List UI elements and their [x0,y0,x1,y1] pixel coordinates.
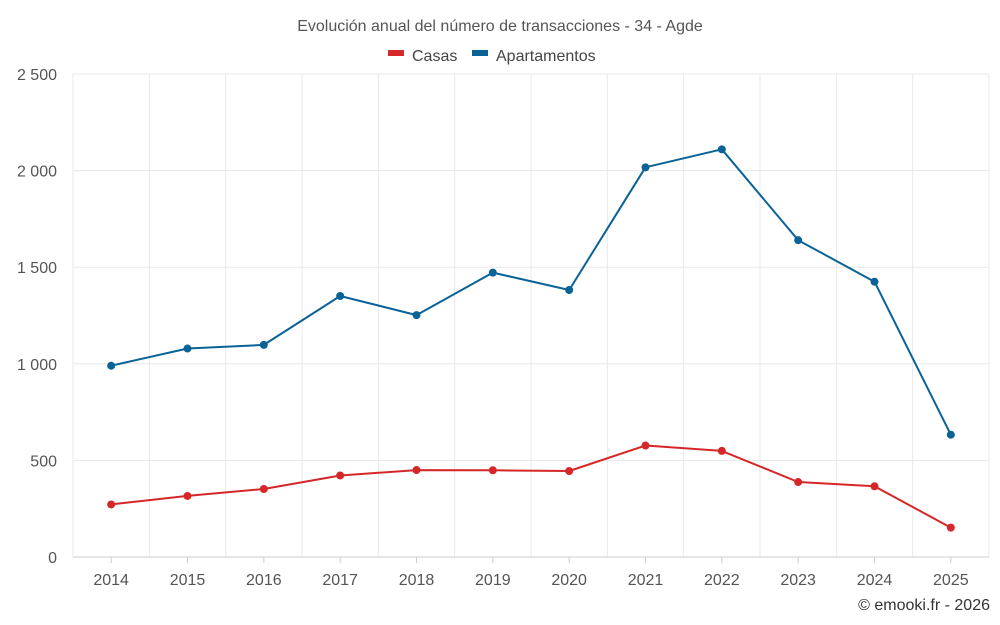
x-tick-label: 2018 [399,572,435,589]
data-point-casas[interactable] [565,467,574,476]
data-point-apartamentos[interactable] [336,291,345,300]
data-point-apartamentos[interactable] [870,277,879,286]
data-point-apartamentos[interactable] [107,361,116,370]
data-point-casas[interactable] [870,482,879,491]
x-tick-label: 2014 [93,572,129,589]
legend-swatch-casas [388,50,404,56]
data-point-apartamentos[interactable] [412,311,421,320]
legend-swatch-apartamentos [472,50,488,56]
data-point-apartamentos[interactable] [259,340,268,349]
data-point-casas[interactable] [794,478,803,487]
y-tick-label: 2 000 [17,164,57,181]
data-point-apartamentos[interactable] [946,430,955,439]
data-point-apartamentos[interactable] [794,236,803,245]
data-point-casas[interactable] [946,523,955,532]
credit-text: © emooki.fr - 2026 [858,597,990,614]
axes: 0 500 1 000 1 500 2 000 2 500 2014 2015 2016 2017… [17,67,989,589]
y-tick-label: 2 500 [17,67,57,84]
legend-label-casas[interactable]: Casas [412,48,457,65]
y-tick-label: 1 000 [17,357,57,374]
x-tick-label: 2020 [551,572,587,589]
data-point-casas[interactable] [488,466,497,475]
data-point-apartamentos[interactable] [641,163,650,172]
x-tick-label: 2016 [246,572,282,589]
legend-label-apartamentos[interactable]: Apartamentos [496,48,596,65]
series [107,145,955,532]
data-point-casas[interactable] [412,466,421,475]
x-tick-label: 2015 [170,572,206,589]
x-tick-label: 2023 [780,572,816,589]
legend[interactable]: Casas Apartamentos [388,48,596,65]
data-point-casas[interactable] [107,500,116,509]
data-point-casas[interactable] [259,484,268,493]
x-tick-label: 2021 [628,572,664,589]
data-point-casas[interactable] [641,441,650,450]
data-point-apartamentos[interactable] [488,268,497,277]
data-point-apartamentos[interactable] [183,344,192,353]
y-tick-label: 500 [30,453,57,470]
x-tick-label: 2025 [933,572,969,589]
y-tick-label: 0 [48,550,57,567]
x-tick-label: 2024 [857,572,893,589]
data-point-casas[interactable] [336,471,345,480]
data-point-apartamentos[interactable] [717,145,726,154]
x-tick-label: 2017 [322,572,358,589]
x-tick-label: 2019 [475,572,511,589]
grid [72,73,990,557]
data-point-casas[interactable] [183,491,192,500]
x-tick-label: 2022 [704,572,740,589]
series-line-apartamentos [110,148,952,436]
series-line-casas [111,444,952,529]
data-point-casas[interactable] [717,446,726,455]
y-tick-label: 1 500 [17,260,57,277]
chart-title: Evolución anual del número de transaccio… [297,18,703,35]
data-point-apartamentos[interactable] [565,285,574,294]
